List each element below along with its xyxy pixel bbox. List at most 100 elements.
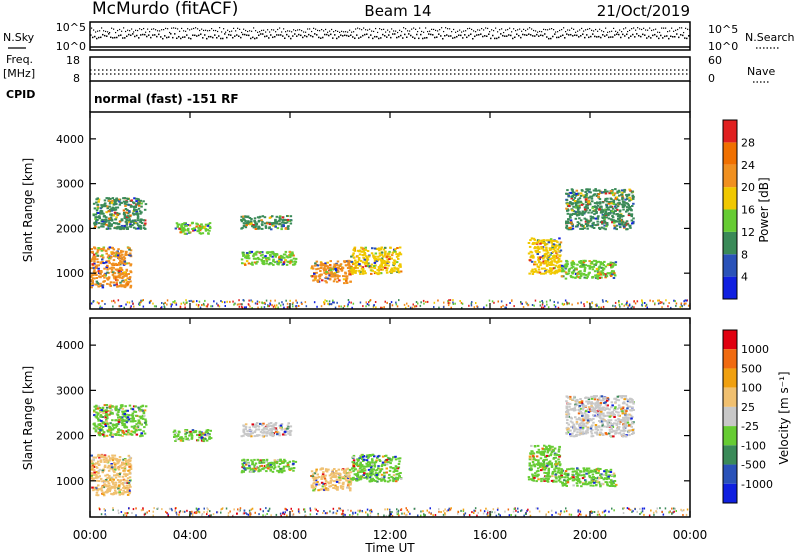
ground-scatter-cell — [323, 302, 326, 304]
scatter-cell — [564, 263, 568, 266]
scatter-cell — [247, 262, 251, 265]
noise-sky-point — [350, 34, 352, 36]
scatter-cell — [190, 434, 194, 437]
ground-scatter-cell — [161, 302, 163, 304]
scatter-cell — [314, 479, 318, 482]
scatter-cell — [533, 241, 536, 244]
noise-sky-point — [116, 36, 118, 39]
scatter-cell — [597, 260, 600, 263]
scatter-cell — [124, 475, 127, 478]
scatter-cell — [388, 473, 391, 476]
scatter-cell — [94, 217, 97, 220]
scatter-cell — [367, 455, 370, 458]
scatter-cell — [393, 468, 397, 471]
noise-search-point — [317, 29, 319, 32]
noise-sky-point — [288, 35, 290, 38]
ground-scatter-cell — [454, 302, 456, 305]
scatter-cell — [600, 226, 604, 229]
scatter-cell — [91, 486, 94, 489]
ground-scatter-cell — [452, 303, 455, 305]
noise-search-point — [247, 30, 249, 33]
scatter-cell — [110, 256, 113, 259]
noise-search-point — [541, 31, 543, 33]
scatter-cell — [111, 197, 115, 200]
ground-scatter-cell — [368, 304, 370, 307]
ground-scatter-cell — [475, 302, 477, 304]
scatter-cell — [108, 490, 111, 493]
scatter-cell — [124, 487, 127, 490]
scatter-cell — [144, 405, 148, 408]
scatter-cell — [275, 220, 279, 223]
scatter-cell — [542, 260, 546, 263]
scatter-cell — [111, 423, 115, 426]
scatter-cell — [390, 475, 393, 478]
scatter-cell — [558, 246, 561, 249]
scatter-cell — [112, 214, 116, 217]
scatter-cell — [342, 475, 346, 478]
noise-sky-trace — [90, 33, 690, 40]
noise-search-point — [305, 31, 307, 33]
scatter-cell — [364, 248, 368, 251]
noise-search-point — [359, 28, 361, 30]
scatter-cell — [283, 256, 286, 259]
scatter-cell — [118, 200, 121, 203]
scatter-cell — [568, 215, 572, 218]
scatter-cell — [377, 247, 381, 250]
scatter-cell — [371, 247, 374, 250]
scatter-cell — [246, 432, 249, 435]
scatter-cell — [338, 279, 341, 282]
ground-scatter-cell — [248, 299, 250, 302]
scatter-cell — [118, 481, 121, 484]
scatter-cell — [383, 262, 386, 264]
ground-scatter-cell — [359, 301, 362, 304]
scatter-cell — [256, 424, 259, 427]
scatter-cell — [116, 279, 119, 282]
noise-sky-point — [162, 37, 164, 40]
scatter-cell — [117, 411, 120, 414]
scatter-cell — [100, 225, 104, 228]
noise-search-point — [97, 30, 99, 32]
scatter-cell — [627, 212, 631, 215]
scatter-cell — [358, 253, 362, 256]
noise-search-point — [653, 29, 655, 31]
scatter-cell — [117, 409, 120, 412]
scatter-cell — [244, 468, 247, 471]
scatter-cell — [132, 430, 135, 433]
ground-scatter-cell — [591, 302, 594, 305]
scatter-cell — [245, 222, 249, 225]
scatter-cell — [103, 273, 106, 276]
scatter-cell — [331, 471, 334, 474]
scatter-cell — [349, 471, 353, 474]
scatter-cell — [604, 192, 608, 195]
scatter-cell — [108, 484, 111, 487]
noise-search-point — [103, 30, 105, 32]
ground-scatter-cell — [278, 302, 280, 305]
noise-sky-point — [438, 33, 440, 35]
scatter-cell — [569, 202, 572, 205]
scatter-cell — [575, 267, 578, 270]
scatter-cell — [97, 270, 100, 273]
scatter-cell — [384, 253, 387, 255]
scatter-cell — [121, 277, 124, 280]
noise-sky-point — [218, 35, 220, 37]
scatter-cell — [397, 463, 401, 465]
noise-search-point — [405, 28, 407, 30]
scatter-cell — [363, 476, 366, 479]
scatter-cell — [547, 251, 550, 254]
scatter-cell — [98, 215, 101, 218]
noise-search-point — [231, 30, 233, 32]
scatter-cell — [629, 226, 632, 229]
scatter-cell — [130, 425, 134, 428]
scatter-cell — [242, 424, 245, 427]
scatter-cell — [100, 248, 104, 250]
scatter-cell — [99, 272, 102, 275]
scatter-cell — [550, 267, 553, 270]
scatter-cell — [108, 217, 111, 220]
scatter-cell — [604, 212, 607, 215]
scatter-cell — [324, 273, 328, 276]
noise-search-point — [617, 31, 619, 34]
scatter-cell — [131, 420, 135, 423]
scatter-cell — [631, 222, 634, 225]
noise-search-point — [353, 31, 355, 33]
scatter-cell — [105, 252, 108, 255]
